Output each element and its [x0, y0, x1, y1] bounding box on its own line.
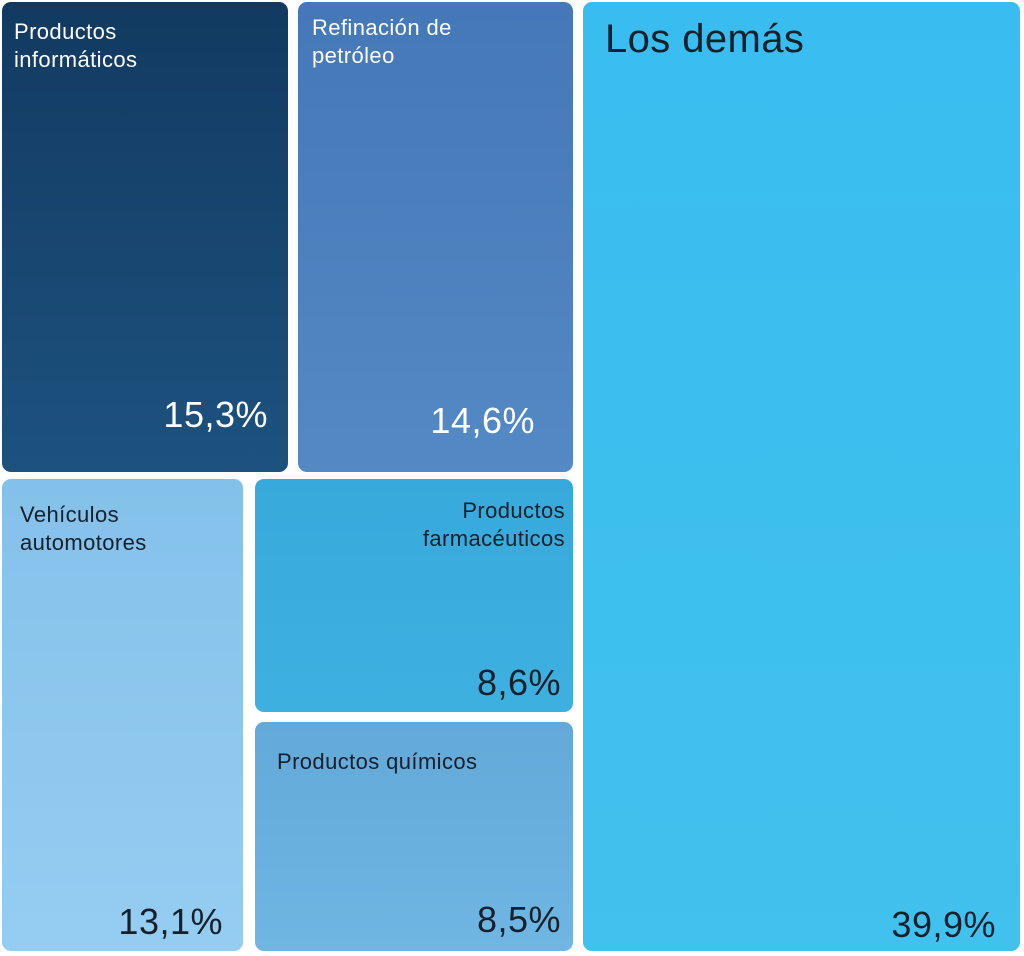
- tile-value: 15,3%: [163, 394, 268, 435]
- tile-value: 39,9%: [891, 904, 996, 945]
- treemap-tile-productos-informaticos: Productos informáticos 15,3%: [2, 2, 288, 472]
- treemap-tile-vehiculos-automotores: Vehículos automotores 13,1%: [2, 479, 243, 951]
- tile-value: 8,6%: [476, 662, 561, 703]
- tile-label: Refinación de petróleo: [312, 15, 452, 68]
- tile-value: 8,5%: [476, 899, 561, 940]
- tile-label: Productos informáticos: [14, 19, 138, 72]
- tile-label: Productos farmacéuticos: [422, 498, 565, 551]
- treemap-tile-productos-farmaceuticos: Productos farmacéuticos 8,6%: [255, 479, 573, 712]
- treemap-tile-refinacion-de-petroleo: Refinación de petróleo 14,6%: [298, 2, 573, 472]
- tile-label: Vehículos automotores: [20, 502, 147, 555]
- tile-value: 14,6%: [430, 400, 535, 441]
- tile-value: 13,1%: [118, 901, 223, 942]
- tile-label: Productos químicos: [277, 749, 478, 774]
- tile-label: Los demás: [605, 17, 805, 61]
- treemap-tile-los-demas: Los demás 39,9%: [583, 2, 1020, 951]
- treemap-tile-productos-quimicos: Productos químicos 8,5%: [255, 722, 573, 951]
